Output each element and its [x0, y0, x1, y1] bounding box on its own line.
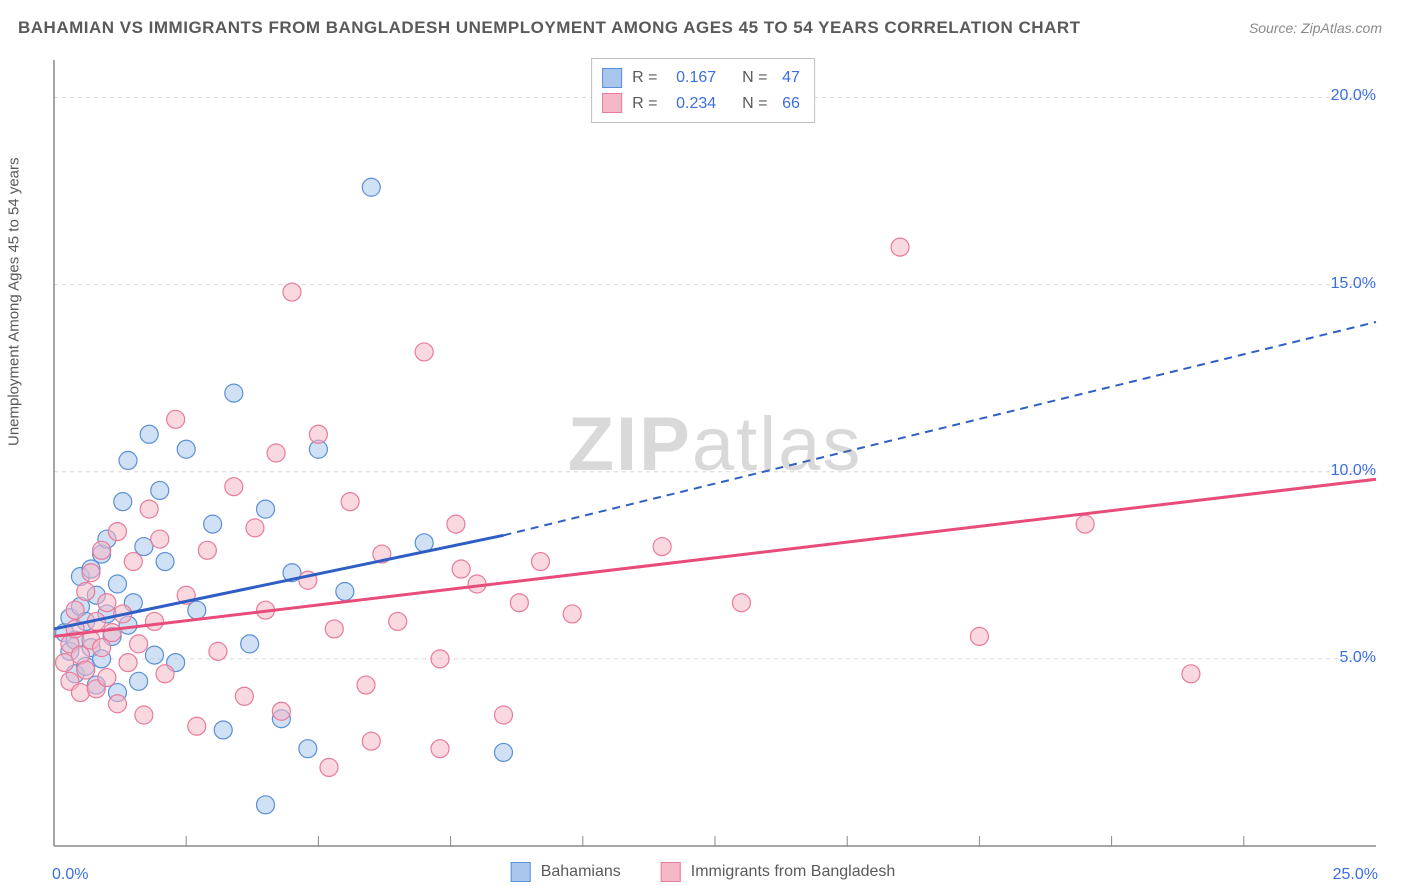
- r-label: R =: [632, 65, 666, 91]
- legend-swatch: [602, 68, 622, 88]
- n-label: N =: [742, 91, 772, 117]
- legend-label: Immigrants from Bangladesh: [691, 863, 896, 881]
- legend-swatch: [661, 862, 681, 882]
- x-max-label: 25.0%: [1333, 866, 1378, 884]
- r-label: R =: [632, 91, 666, 117]
- legend-label: Bahamians: [541, 863, 621, 881]
- n-value: 47: [782, 65, 800, 91]
- chart-area: ZIPatlas: [48, 54, 1382, 852]
- correlation-legend: R = 0.167 N = 47 R = 0.234 N = 66: [591, 58, 815, 123]
- y-tick-label: 5.0%: [1340, 649, 1376, 667]
- r-value: 0.167: [676, 65, 732, 91]
- legend-item: Immigrants from Bangladesh: [661, 862, 896, 882]
- n-label: N =: [742, 65, 772, 91]
- chart-title: BAHAMIAN VS IMMIGRANTS FROM BANGLADESH U…: [18, 18, 1081, 38]
- r-value: 0.234: [676, 91, 732, 117]
- y-tick-label: 10.0%: [1331, 462, 1376, 480]
- legend-swatch: [602, 93, 622, 113]
- legend-swatch: [511, 862, 531, 882]
- y-axis-label: Unemployment Among Ages 45 to 54 years: [6, 157, 23, 446]
- legend-row: R = 0.167 N = 47: [602, 65, 800, 91]
- source-label: Source: ZipAtlas.com: [1249, 20, 1382, 36]
- y-tick-label: 20.0%: [1331, 87, 1376, 105]
- scatter-plot: [48, 54, 1382, 852]
- n-value: 66: [782, 91, 800, 117]
- y-tick-label: 15.0%: [1331, 275, 1376, 293]
- series-legend: Bahamians Immigrants from Bangladesh: [511, 862, 896, 882]
- x-origin-label: 0.0%: [52, 866, 88, 884]
- legend-row: R = 0.234 N = 66: [602, 91, 800, 117]
- legend-item: Bahamians: [511, 862, 621, 882]
